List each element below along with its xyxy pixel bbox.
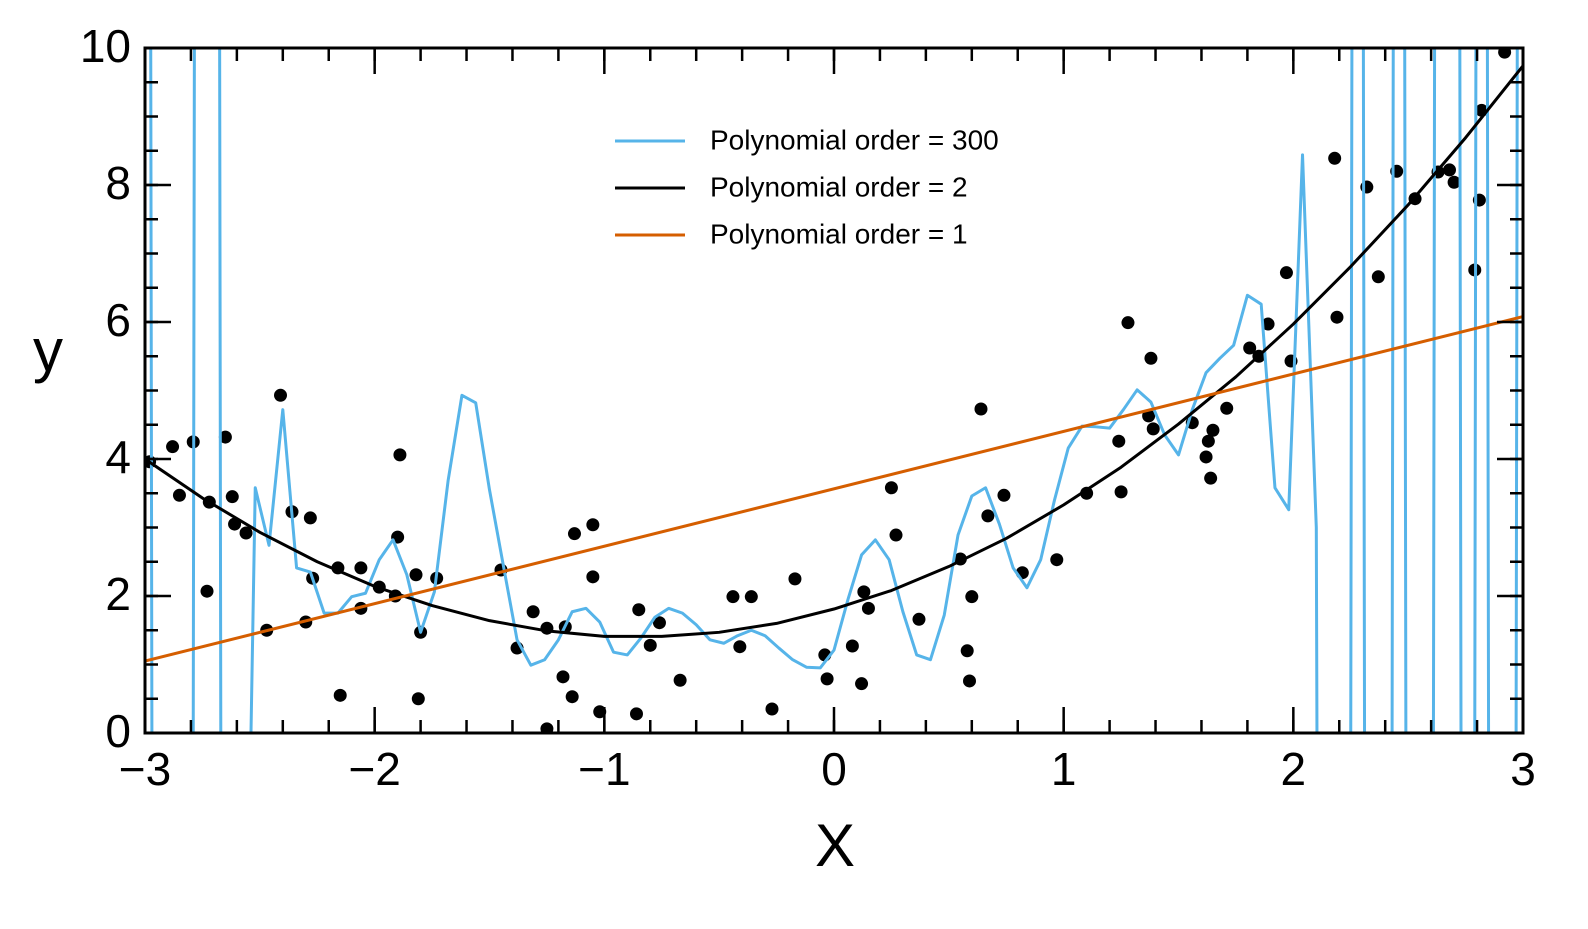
legend-label: Polynomial order = 300 xyxy=(710,124,999,155)
scatter-point xyxy=(225,490,239,504)
x-tick-label: −2 xyxy=(348,743,400,795)
scatter-point xyxy=(965,590,979,604)
scatter-point xyxy=(593,705,607,719)
x-tick-label: −1 xyxy=(578,743,630,795)
scatter-point xyxy=(1114,485,1128,499)
y-tick-label: 8 xyxy=(105,157,131,209)
scatter-point xyxy=(997,488,1011,502)
x-tick-label: 3 xyxy=(1510,743,1536,795)
scatter-point xyxy=(200,584,214,598)
x-tick-label: 1 xyxy=(1051,743,1077,795)
scatter-point xyxy=(586,518,600,532)
scatter-point xyxy=(218,430,232,444)
scatter-point xyxy=(526,605,540,619)
line-series xyxy=(149,48,1519,733)
scatter-point xyxy=(652,616,666,630)
x-tick-label: 0 xyxy=(821,743,847,795)
y-tick-label: 0 xyxy=(105,705,131,757)
scatter-point xyxy=(889,528,903,542)
scatter-point xyxy=(1201,434,1215,448)
y-tick-label: 10 xyxy=(80,20,131,72)
y-tick-label: 6 xyxy=(105,294,131,346)
scatter-point xyxy=(788,572,802,586)
x-tick-label: 2 xyxy=(1281,743,1307,795)
scatter-point xyxy=(820,672,834,686)
scatter-point xyxy=(1447,175,1461,189)
scatter-point xyxy=(744,590,758,604)
scatter-point xyxy=(884,481,898,495)
scatter-point xyxy=(409,568,423,582)
scatter-point xyxy=(166,440,180,454)
scatter-point xyxy=(981,509,995,523)
scatter-point xyxy=(1443,163,1457,177)
scatter-point xyxy=(274,388,288,402)
scatter-point xyxy=(1204,471,1218,485)
scatter-point xyxy=(1330,310,1344,324)
scatter-point xyxy=(726,590,740,604)
scatter-point xyxy=(845,639,859,653)
scatter-point xyxy=(556,670,570,684)
legend-label: Polynomial order = 1 xyxy=(710,218,968,249)
line-series xyxy=(145,64,1523,638)
scatter-point xyxy=(1142,409,1156,423)
scatter-point xyxy=(1279,266,1293,280)
scatter-point xyxy=(857,585,871,599)
scatter-point xyxy=(912,612,926,626)
scatter-point xyxy=(963,674,977,688)
scatter-point xyxy=(172,488,186,502)
scatter-point xyxy=(411,692,425,706)
line-series xyxy=(145,315,1523,663)
scatter-point xyxy=(333,688,347,702)
legend-label: Polynomial order = 2 xyxy=(710,171,968,202)
scatter-point xyxy=(1146,422,1160,436)
y-tick-label: 4 xyxy=(105,431,131,483)
scatter-point xyxy=(1206,423,1220,437)
y-tick-label: 2 xyxy=(105,568,131,620)
scatter-point xyxy=(632,603,646,617)
scatter-point xyxy=(629,707,643,721)
scatter-point xyxy=(567,527,581,541)
scatter-point xyxy=(855,677,869,691)
scatter-point xyxy=(861,601,875,615)
plot-area xyxy=(145,48,1523,733)
x-tick-label: −3 xyxy=(119,743,171,795)
scatter-point xyxy=(565,690,579,704)
scatter-point xyxy=(1328,151,1342,165)
scatter-point xyxy=(673,673,687,687)
scatter-point xyxy=(1243,341,1257,355)
scatter-point xyxy=(1498,48,1512,59)
scatter-point xyxy=(1050,553,1064,567)
scatter-point xyxy=(765,702,779,716)
scatter-point xyxy=(354,561,368,575)
scatter-point xyxy=(303,511,317,525)
scatter-point xyxy=(1144,351,1158,365)
scatter-point xyxy=(393,448,407,462)
scatter-point xyxy=(239,526,253,540)
scatter-point xyxy=(540,722,554,733)
x-axis-label: X xyxy=(815,812,855,879)
scatter-point xyxy=(1220,401,1234,415)
scatter-point xyxy=(1199,450,1213,464)
scatter-point xyxy=(733,640,747,654)
scatter-point xyxy=(1080,486,1094,500)
scatter-point xyxy=(960,644,974,658)
y-axis-label: y xyxy=(33,317,63,384)
scatter-point xyxy=(643,638,657,652)
scatter-point xyxy=(974,402,988,416)
scatter-point xyxy=(586,570,600,584)
scatter-point xyxy=(1121,316,1135,330)
scatter-point xyxy=(1371,270,1385,284)
scatter-point xyxy=(1261,317,1275,331)
scatter-point xyxy=(1112,434,1126,448)
